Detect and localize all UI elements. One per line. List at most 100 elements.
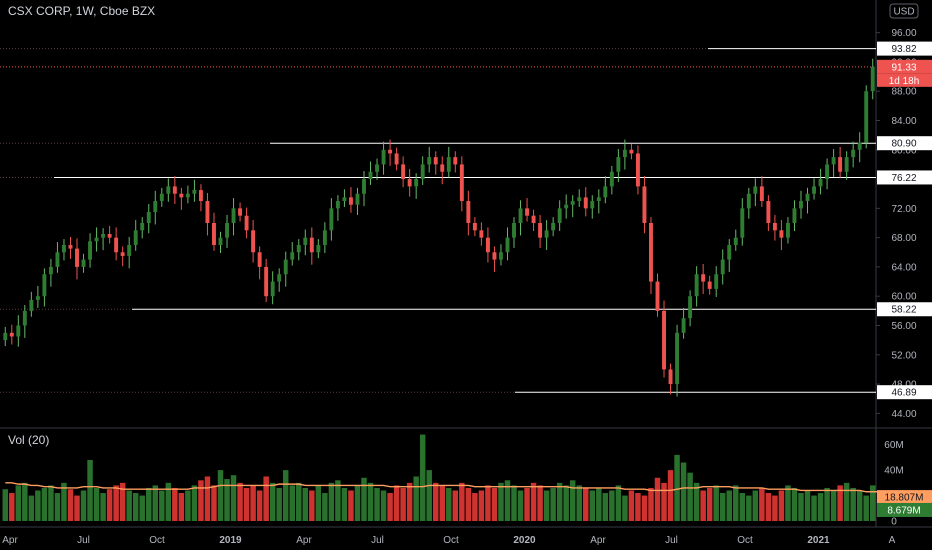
volume-bar (406, 482, 413, 521)
volume-bar (67, 489, 74, 521)
countdown-label: 1d 18h (889, 76, 920, 87)
time-tick-label: Jul (371, 535, 384, 546)
currency-badge: USD (889, 3, 919, 19)
candle-body (459, 164, 464, 202)
time-tick-label: 2021 (807, 535, 830, 546)
volume-bar (419, 434, 426, 521)
time-tick-label: Jul (77, 535, 90, 546)
volume-bar (850, 487, 856, 521)
candle-body (485, 237, 490, 253)
candle-body (388, 149, 393, 154)
volume-bar (602, 493, 609, 521)
candle-body (453, 157, 458, 165)
volume-tag-label: 8.679M (887, 505, 920, 516)
candle-body (48, 266, 53, 275)
candle-body (433, 157, 438, 165)
candle-body (205, 201, 210, 223)
volume-title: Vol (20) (8, 433, 50, 447)
time-tick-label: Apr (296, 535, 312, 546)
volume-bar (863, 495, 869, 521)
volume-bar (146, 487, 152, 521)
candle-body (42, 274, 47, 297)
time-tick-label: Apr (590, 535, 606, 546)
volume-bar (126, 490, 132, 521)
candle-body (309, 237, 314, 253)
candle-body (185, 193, 190, 198)
volume-bar (465, 487, 472, 521)
candle-body (662, 310, 666, 370)
candle-body (844, 157, 849, 172)
candle-body (870, 66, 875, 92)
volume-bar (843, 482, 850, 521)
time-tick-label: Oct (737, 535, 753, 546)
volume-bar (700, 490, 706, 521)
volume-bar (837, 485, 843, 521)
volume-bar (191, 485, 198, 521)
volume-bar (361, 477, 367, 521)
volume-bar (589, 490, 596, 521)
candle-body (146, 212, 151, 223)
candle-body (720, 259, 725, 275)
candle-body (655, 281, 660, 311)
candle-body (838, 157, 843, 172)
volume-bar (569, 480, 576, 521)
volume-bar (185, 490, 191, 521)
price-tick-label: 56.00 (891, 321, 916, 332)
candle-body (766, 201, 771, 223)
volume-bar (400, 487, 406, 521)
candle-body (114, 237, 119, 253)
volume-bar (296, 482, 302, 521)
volume-bar (61, 482, 67, 521)
volume-bar (635, 493, 641, 521)
last-price-tag-label: 91.33 (891, 62, 916, 73)
volume-bar (322, 493, 328, 521)
volume-bar (367, 482, 374, 521)
volume-bar (315, 485, 322, 521)
price-tick-label: 80.00 (891, 145, 916, 156)
last-price-tag-box (877, 59, 932, 74)
volume-bar (28, 495, 35, 521)
price-tick-label: 44.00 (891, 409, 916, 420)
candle-body (499, 252, 503, 260)
candle-body (635, 153, 640, 187)
candle-body (29, 299, 34, 311)
volume-bar (119, 482, 126, 521)
volume-bar (726, 490, 732, 521)
volume-bar (693, 482, 700, 521)
volume-bar (22, 482, 28, 521)
candle-body (88, 241, 93, 260)
candle-body (675, 332, 680, 385)
volume-bar (661, 482, 667, 521)
candle-body (362, 179, 366, 194)
volume-bar (354, 485, 361, 521)
candle-body (851, 149, 856, 158)
candle-body (492, 252, 497, 260)
volume-bar (328, 482, 335, 521)
volume-bar (198, 480, 204, 521)
volume-bar (335, 480, 341, 521)
volume-bar (348, 490, 354, 521)
volume-bar (152, 485, 159, 521)
candle-body (120, 252, 125, 256)
candle-body (799, 201, 803, 209)
candle-body (466, 201, 471, 223)
candle-body (446, 157, 451, 172)
candle-body (512, 223, 516, 238)
candle-body (22, 310, 27, 326)
volume-bar (752, 490, 759, 521)
candle-body (212, 223, 216, 245)
candle-body (355, 193, 360, 205)
candle-body (3, 332, 8, 341)
level-tag-label: 80.90 (891, 139, 916, 150)
volume-bar (132, 493, 139, 521)
volume-bar (504, 480, 511, 521)
volume-bar (459, 482, 465, 521)
candle-body (198, 190, 203, 202)
volume-bar (159, 490, 165, 521)
volume-bar (511, 485, 517, 521)
candle-body (583, 197, 588, 209)
volume-bar (224, 479, 230, 521)
volume-bar (733, 485, 739, 521)
candle-body (335, 201, 340, 209)
